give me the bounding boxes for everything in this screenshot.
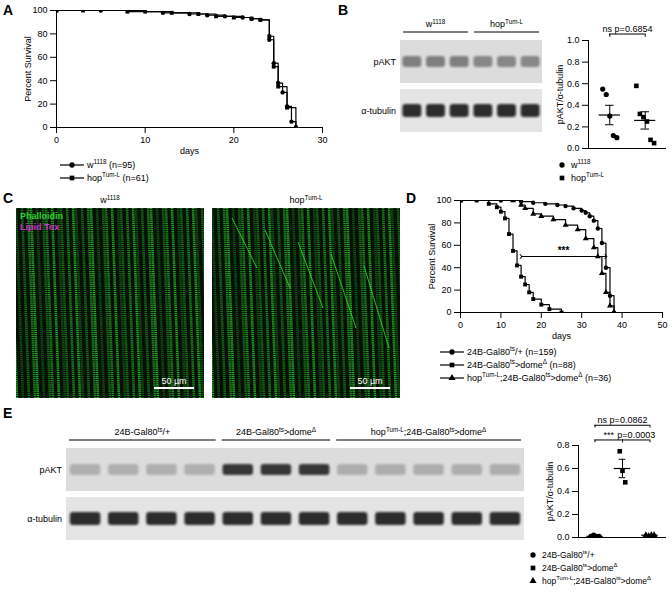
- svg-text:1.0: 1.0: [567, 35, 580, 45]
- svg-text:***: ***: [558, 245, 570, 256]
- svg-text:20: 20: [536, 320, 546, 330]
- svg-text:0.6: 0.6: [567, 79, 580, 89]
- svg-text:Phalloidin: Phalloidin: [20, 211, 63, 221]
- svg-text:0.0: 0.0: [567, 143, 580, 153]
- svg-text:0.2: 0.2: [557, 509, 570, 519]
- svg-text:40: 40: [37, 76, 47, 86]
- svg-text:60: 60: [441, 240, 451, 250]
- svg-text:Percent Survival: Percent Survival: [427, 224, 437, 290]
- svg-text:days: days: [552, 331, 572, 341]
- svg-text:0: 0: [42, 122, 47, 132]
- html-text:D: D: [406, 190, 417, 206]
- html-text:24B-Gal80ts/+ (n=159): 24B-Gal80ts/+ (n=159): [467, 344, 557, 357]
- svg-text:Lipid Tox: Lipid Tox: [20, 222, 59, 232]
- html-text:E: E: [3, 405, 13, 421]
- svg-text:Percent Survival: Percent Survival: [23, 36, 33, 102]
- svg-text:***: ***: [603, 430, 614, 440]
- svg-text:20: 20: [37, 99, 47, 109]
- svg-text:0.2: 0.2: [567, 122, 580, 132]
- svg-text:40: 40: [617, 320, 627, 330]
- html-text:24B-Gal80ts/+: 24B-Gal80ts/+: [542, 548, 595, 560]
- svg-text:20: 20: [229, 135, 239, 145]
- html-text:A: A: [3, 2, 14, 18]
- svg-text:0: 0: [446, 307, 451, 317]
- html-text:hopTum-L;24B-Gal80ts>domeΔ: hopTum-L;24B-Gal80ts>domeΔ: [542, 574, 651, 586]
- svg-text:100: 100: [32, 5, 47, 15]
- svg-text:60: 60: [37, 52, 47, 62]
- svg-text:24B-Gal80ts>domeΔ: 24B-Gal80ts>domeΔ: [236, 426, 317, 437]
- svg-text:30: 30: [317, 135, 327, 145]
- svg-text:pAKT: pAKT: [39, 465, 62, 475]
- svg-text:80: 80: [37, 29, 47, 39]
- html-text:hopTum-L(n=61): hopTum-L(n=61): [87, 170, 149, 183]
- svg-text:w1118: w1118: [425, 18, 446, 29]
- svg-text:50 µm: 50 µm: [357, 376, 382, 386]
- svg-text:0.8: 0.8: [567, 57, 580, 67]
- svg-text:20: 20: [441, 285, 451, 295]
- svg-text:pAKT/α-tubulin: pAKT/α-tubulin: [555, 65, 565, 125]
- svg-text:hopTum-L: hopTum-L: [290, 194, 323, 205]
- svg-text:30: 30: [577, 320, 587, 330]
- svg-text:0.4: 0.4: [557, 486, 570, 496]
- html-text:24B-Gal80ts>domeΔ(n=88): 24B-Gal80ts>domeΔ(n=88): [467, 357, 576, 370]
- svg-text:α-tubulin: α-tubulin: [27, 514, 62, 524]
- svg-text:hopTum-L;24B-Gal80ts>domeΔ: hopTum-L;24B-Gal80ts>domeΔ: [371, 426, 487, 437]
- svg-text:pAKT: pAKT: [373, 57, 396, 67]
- svg-text:p=0.0003: p=0.0003: [617, 430, 655, 440]
- svg-text:ns p=0.6854: ns p=0.6854: [603, 24, 653, 34]
- html-text:C: C: [3, 190, 14, 206]
- svg-text:α-tubulin: α-tubulin: [361, 106, 396, 116]
- svg-text:40: 40: [441, 263, 451, 273]
- svg-text:10: 10: [140, 135, 150, 145]
- svg-text:50: 50: [657, 320, 667, 330]
- svg-text:0: 0: [54, 135, 59, 145]
- svg-text:0.8: 0.8: [557, 440, 570, 450]
- svg-text:0.4: 0.4: [567, 100, 580, 110]
- html-text:hopTum-L;24B-Gal80ts>domeΔ(n=3: hopTum-L;24B-Gal80ts>domeΔ(n=36): [467, 370, 612, 383]
- svg-text:0.6: 0.6: [557, 463, 570, 473]
- svg-text:0.0: 0.0: [557, 532, 570, 542]
- svg-text:50 µm: 50 µm: [161, 376, 186, 386]
- svg-text:0: 0: [458, 320, 463, 330]
- svg-text:pAKT/α-tubulin: pAKT/α-tubulin: [545, 462, 555, 522]
- html-text:w1118: w1118: [571, 157, 591, 170]
- svg-text:24B-Gal80ts/+: 24B-Gal80ts/+: [114, 426, 170, 437]
- svg-text:80: 80: [441, 218, 451, 228]
- svg-text:100: 100: [436, 195, 451, 205]
- html-text:hopTum-L: hopTum-L: [571, 170, 604, 183]
- svg-text:w1118: w1118: [99, 194, 120, 205]
- html-text:w1118(n=95): w1118(n=95): [87, 157, 136, 170]
- svg-text:hopTum-L: hopTum-L: [490, 18, 523, 29]
- html-text:24B-Gal80ts>domeΔ: 24B-Gal80ts>domeΔ: [542, 561, 618, 573]
- svg-text:10: 10: [496, 320, 506, 330]
- html-text:B: B: [338, 2, 349, 18]
- svg-text:days: days: [180, 146, 200, 156]
- svg-text:ns p=0.0862: ns p=0.0862: [598, 415, 648, 425]
